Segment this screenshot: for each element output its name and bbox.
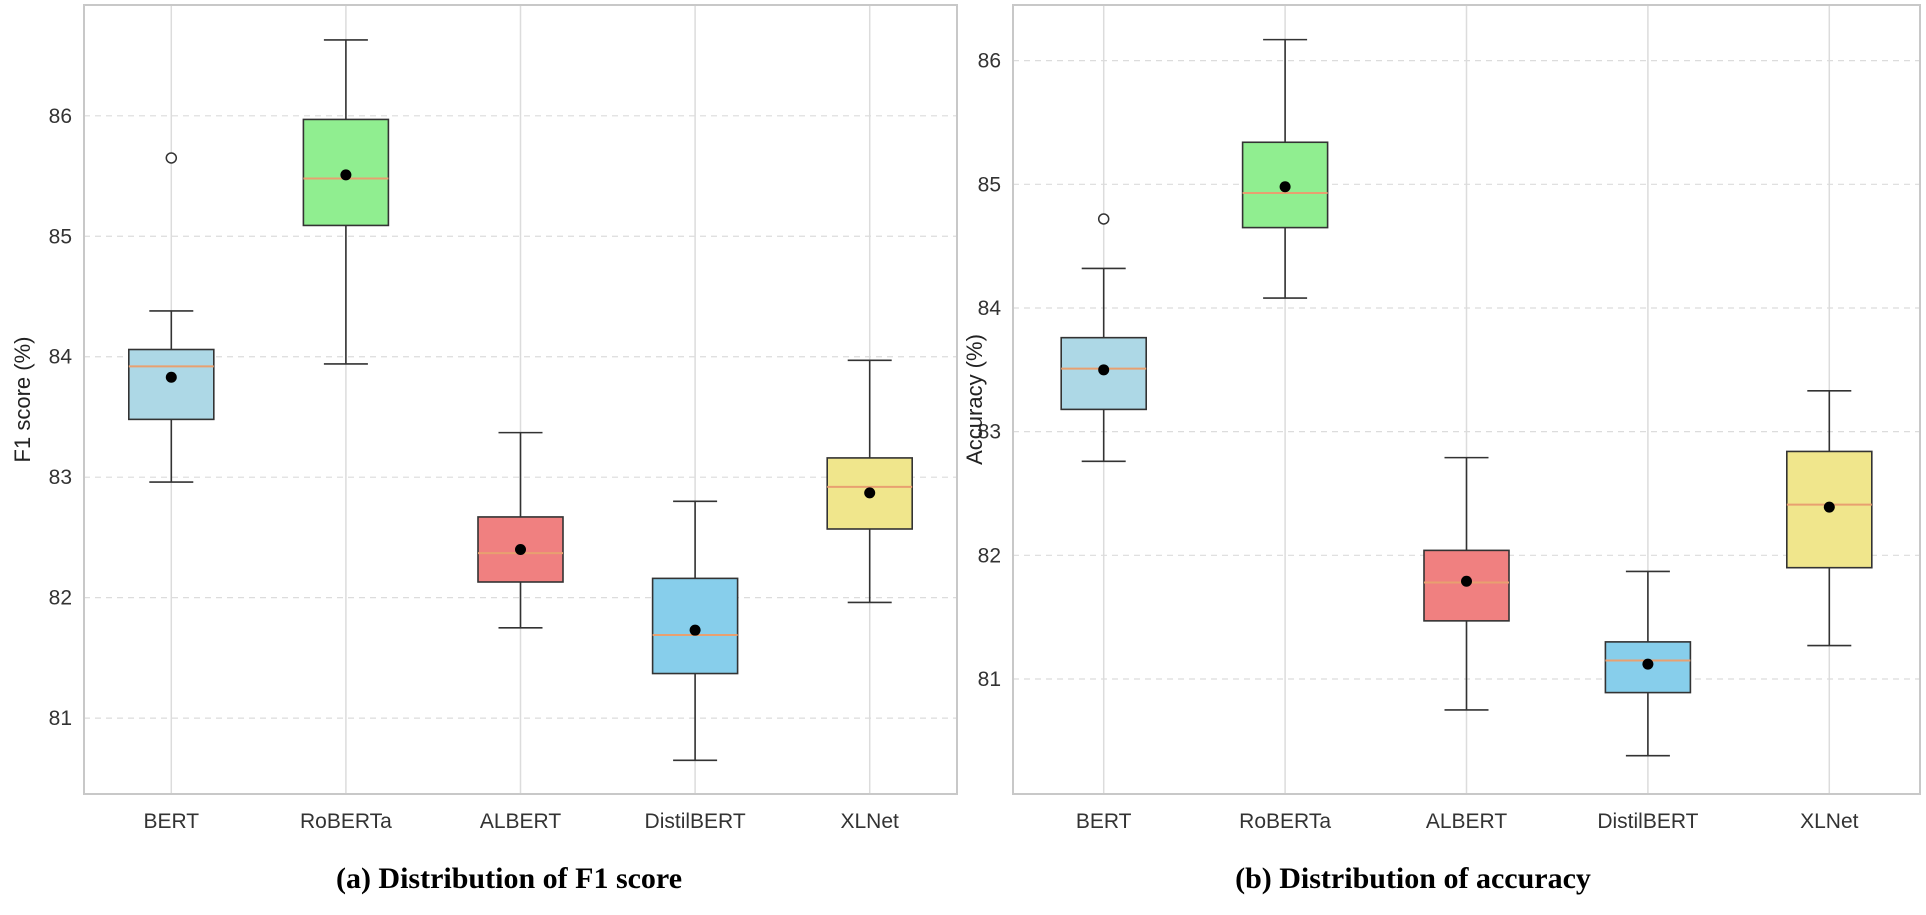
- mean-marker: [515, 543, 526, 555]
- y-tick-label: 85: [978, 173, 1001, 196]
- box-xlnet: [826, 359, 914, 604]
- mean-marker: [1642, 658, 1654, 670]
- x-tick-label: XLNet: [1800, 810, 1859, 833]
- box-albert: [477, 431, 564, 629]
- y-tick-label: 86: [978, 50, 1001, 73]
- mean-marker: [689, 624, 701, 636]
- box-body: [826, 457, 914, 530]
- outlier-point: [1097, 213, 1110, 225]
- x-tick-label: RoBERTa: [1239, 810, 1331, 833]
- chart-panel-a: 81 82 83 84 85 86 BERT RoBERTa ALBERT DistilBERT X…: [10, 4, 958, 895]
- panel-caption: (a) Distribution of F1 score: [336, 862, 682, 895]
- x-tick-label: DistilBERT: [645, 810, 746, 833]
- x-tick-label: ALBERT: [1426, 810, 1507, 833]
- box-albert: [1423, 456, 1510, 711]
- y-tick-label: 85: [49, 225, 72, 248]
- chart-panel-b: 81 82 83 84 85 86 BERT RoBERTa ALBERT DistilBERT X…: [962, 4, 1921, 895]
- y-tick-label: 83: [49, 466, 72, 489]
- box-bert: [128, 152, 215, 483]
- x-tick-label: BERT: [1076, 810, 1132, 833]
- mean-marker: [1279, 181, 1291, 193]
- mean-marker: [1461, 575, 1472, 587]
- plot-frame: [83, 4, 958, 795]
- box-xlnet: [1786, 390, 1873, 647]
- mean-marker: [864, 487, 876, 499]
- y-axis-label: F1 score (%): [10, 337, 35, 463]
- box-distilbert: [651, 500, 739, 762]
- mean-marker: [340, 169, 352, 181]
- outlier-point: [165, 152, 178, 164]
- box-roberta: [1241, 38, 1329, 299]
- y-tick-label: 83: [978, 421, 1001, 444]
- x-tick-label: ALBERT: [480, 810, 561, 833]
- y-tick-label: 86: [49, 105, 72, 128]
- box-roberta: [302, 39, 390, 365]
- box-distilbert: [1604, 570, 1692, 757]
- x-tick-label: RoBERTa: [300, 810, 392, 833]
- mean-marker: [1823, 501, 1835, 513]
- mean-marker: [1098, 364, 1110, 376]
- y-axis-label: Accuracy (%): [962, 334, 987, 465]
- mean-marker: [165, 371, 177, 383]
- y-tick-label: 82: [978, 544, 1001, 567]
- box-bert: [1060, 213, 1147, 463]
- panel-caption: (b) Distribution of accuracy: [1235, 862, 1591, 895]
- plot-frame: [1012, 4, 1921, 795]
- box-body: [128, 348, 215, 421]
- y-tick-label: 84: [49, 346, 73, 369]
- x-tick-label: XLNet: [841, 810, 900, 833]
- y-tick-label: 81: [978, 668, 1001, 691]
- y-tick-label: 81: [49, 707, 72, 730]
- y-tick-label: 82: [49, 587, 72, 610]
- y-tick-label: 84: [978, 297, 1002, 320]
- x-tick-label: BERT: [143, 810, 199, 833]
- x-tick-label: DistilBERT: [1597, 810, 1698, 833]
